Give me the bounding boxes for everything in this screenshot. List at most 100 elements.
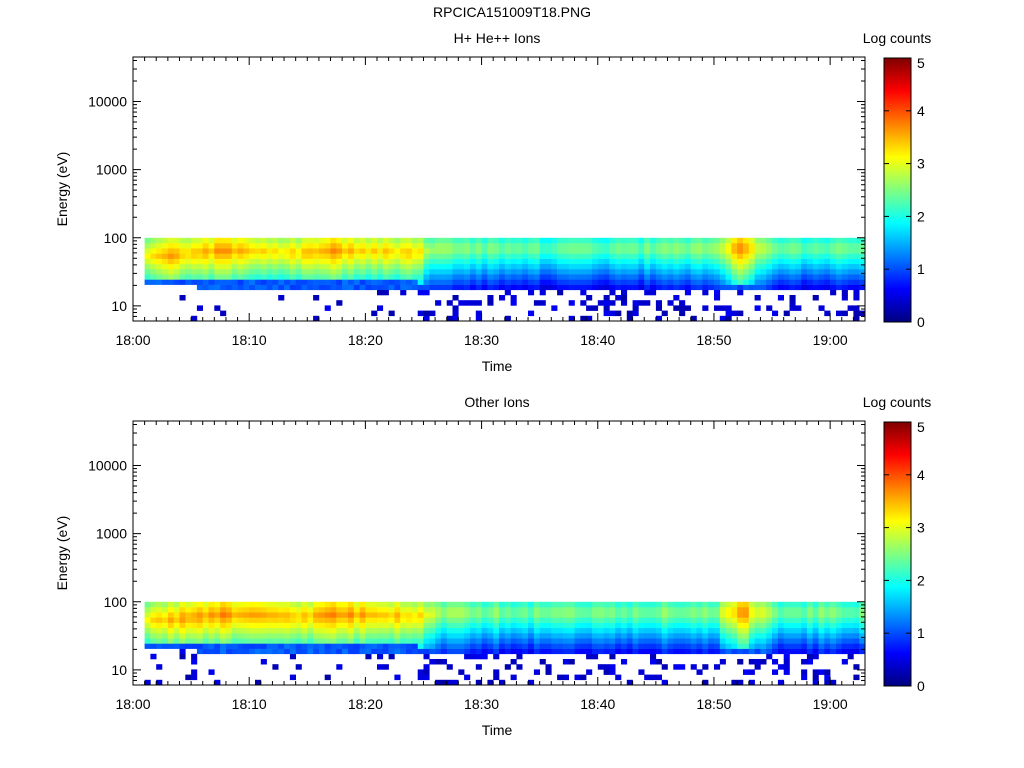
heatmap-cell bbox=[743, 622, 750, 629]
heatmap-cell bbox=[353, 237, 360, 244]
heatmap-cell bbox=[586, 638, 593, 644]
heatmap-cell bbox=[551, 269, 558, 275]
heatmap-cell bbox=[162, 269, 169, 275]
heatmap-cell bbox=[754, 237, 761, 244]
heatmap-cell bbox=[144, 643, 151, 649]
heatmap-cell bbox=[609, 669, 616, 675]
heatmap-cell bbox=[714, 284, 721, 291]
heatmap-cell bbox=[690, 315, 697, 322]
heatmap-cell bbox=[812, 643, 819, 649]
heatmap-cell bbox=[156, 607, 163, 613]
heatmap-cell bbox=[562, 248, 569, 254]
heatmap-cell bbox=[638, 279, 645, 285]
heatmap-cell bbox=[394, 633, 401, 639]
heatmap-cell bbox=[539, 648, 546, 655]
heatmap-cell bbox=[278, 243, 285, 249]
heatmap-cell bbox=[237, 253, 244, 259]
heatmap-cell bbox=[528, 243, 535, 249]
heatmap-cell bbox=[603, 248, 610, 254]
heatmap-cell bbox=[626, 612, 633, 618]
heatmap-cell bbox=[342, 284, 349, 291]
heatmap-cell bbox=[853, 269, 860, 275]
heatmap-cell bbox=[510, 659, 517, 665]
heatmap-cell bbox=[766, 248, 773, 254]
heatmap-cell bbox=[783, 243, 790, 249]
heatmap-cell bbox=[493, 643, 500, 649]
heatmap-cell bbox=[586, 253, 593, 259]
heatmap-cell bbox=[417, 289, 424, 296]
heatmap-cell bbox=[673, 295, 680, 301]
heatmap-cell bbox=[400, 248, 407, 254]
heatmap-cell bbox=[592, 643, 599, 649]
heatmap-cell bbox=[731, 253, 738, 259]
heatmap-cell bbox=[562, 643, 569, 649]
heatmap-cell bbox=[551, 607, 558, 613]
heatmap-cell bbox=[853, 258, 860, 265]
heatmap-cell bbox=[423, 674, 430, 681]
heatmap-cell bbox=[417, 622, 424, 629]
heatmap-cell bbox=[830, 269, 837, 275]
heatmap-cell bbox=[725, 248, 732, 254]
heatmap-cell bbox=[766, 638, 773, 644]
heatmap-cell bbox=[766, 263, 773, 270]
heatmap-cell bbox=[324, 633, 331, 639]
heatmap-cell bbox=[714, 237, 721, 244]
heatmap-cell bbox=[725, 253, 732, 259]
heatmap-cell bbox=[284, 243, 291, 249]
heatmap-cell bbox=[667, 284, 674, 291]
heatmap-cell bbox=[841, 622, 848, 629]
heatmap-cell bbox=[353, 601, 360, 608]
heatmap-cell bbox=[336, 648, 343, 655]
heatmap-cell bbox=[423, 664, 430, 670]
heatmap-cell bbox=[377, 627, 384, 634]
heatmap-cell bbox=[603, 633, 610, 639]
heatmap-cell bbox=[841, 607, 848, 613]
heatmap-cell bbox=[150, 274, 157, 280]
heatmap-cell bbox=[243, 622, 250, 629]
heatmap-cell bbox=[743, 269, 750, 275]
heatmap-cell bbox=[307, 633, 314, 639]
heatmap-cell bbox=[528, 258, 535, 265]
heatmap-cell bbox=[853, 237, 860, 244]
heatmap-cell bbox=[551, 648, 558, 655]
heatmap-cell bbox=[789, 633, 796, 639]
heatmap-cell bbox=[557, 648, 564, 655]
heatmap-cell bbox=[853, 674, 860, 681]
heatmap-cell bbox=[714, 289, 721, 296]
heatmap-cell bbox=[737, 638, 744, 644]
heatmap-cell bbox=[452, 679, 459, 686]
heatmap-cell bbox=[394, 648, 401, 655]
heatmap-cell bbox=[812, 674, 819, 681]
heatmap-cell bbox=[725, 243, 732, 249]
heatmap-cell bbox=[231, 643, 238, 649]
heatmap-cell bbox=[499, 237, 506, 244]
heatmap-cell bbox=[772, 243, 779, 249]
heatmap-cell bbox=[592, 648, 599, 655]
heatmap-cell bbox=[202, 643, 209, 649]
heatmap-cell bbox=[289, 633, 296, 639]
heatmap-cell bbox=[458, 633, 465, 639]
heatmap-cell bbox=[301, 243, 308, 249]
heatmap-cell bbox=[475, 300, 482, 306]
heatmap-cell bbox=[562, 237, 569, 244]
heatmap-cell bbox=[621, 633, 628, 639]
heatmap-cell bbox=[586, 612, 593, 618]
heatmap-cell bbox=[202, 269, 209, 275]
heatmap-cell bbox=[423, 669, 430, 675]
heatmap-cell bbox=[284, 612, 291, 618]
heatmap-cell bbox=[562, 279, 569, 285]
heatmap-cell bbox=[173, 269, 180, 275]
heatmap-cell bbox=[859, 633, 866, 639]
heatmap-cell bbox=[313, 253, 320, 259]
heatmap-cell bbox=[696, 627, 703, 634]
heatmap-cell bbox=[841, 237, 848, 244]
heatmap-cell bbox=[847, 258, 854, 265]
heatmap-cell bbox=[307, 612, 314, 618]
heatmap-cell bbox=[255, 633, 262, 639]
heatmap-cell bbox=[783, 627, 790, 634]
heatmap-cell bbox=[824, 633, 831, 639]
heatmap-cell bbox=[702, 258, 709, 265]
heatmap-cell bbox=[615, 617, 622, 623]
heatmap-cell bbox=[853, 310, 860, 317]
heatmap-cell bbox=[411, 643, 418, 649]
